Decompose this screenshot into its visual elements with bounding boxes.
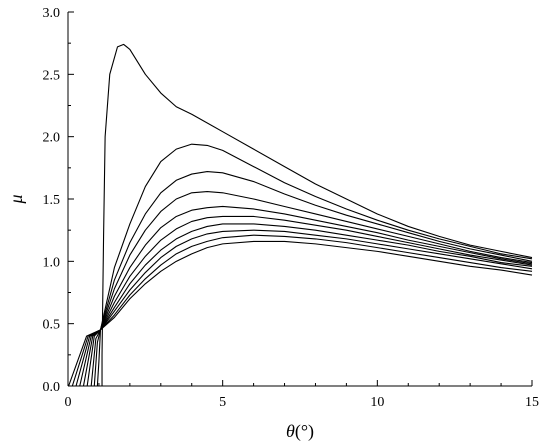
- x-axis-unit: (°): [295, 421, 314, 442]
- x-tick-label: 0: [65, 395, 72, 410]
- ticks: 0 5 10 15 0.0 0.5 1.0 1.5 2.0 2.5 3.0: [43, 6, 540, 410]
- series-line-5: [86, 205, 533, 387]
- series-line-8: [75, 229, 533, 387]
- y-tick-label: 0.0: [43, 380, 61, 395]
- series-line-4: [90, 190, 533, 387]
- y-tick-label: 3.0: [43, 6, 61, 21]
- y-tick-label: 1.0: [43, 255, 61, 270]
- series-line-1: [101, 43, 533, 386]
- y-tick-label: 2.5: [43, 68, 61, 83]
- series-line-3: [93, 171, 533, 387]
- y-tick-label: 1.5: [43, 193, 61, 208]
- x-tick-label: 15: [525, 395, 539, 410]
- series-line-7: [79, 223, 533, 387]
- x-axis-label: θ(°): [286, 421, 314, 442]
- series-line-9: [71, 234, 533, 387]
- series-line-10: [68, 240, 533, 387]
- y-tick-label: 0.5: [43, 318, 61, 333]
- x-tick-label: 10: [370, 395, 384, 410]
- series-line-6: [82, 215, 533, 387]
- y-tick-label: 2.0: [43, 131, 61, 146]
- x-axis-symbol: θ: [286, 421, 295, 441]
- x-tick-label: 5: [219, 395, 226, 410]
- y-axis-label: μ: [6, 194, 26, 204]
- series-lines: [68, 43, 533, 387]
- series-line-2: [96, 143, 533, 387]
- axes: [67, 12, 532, 387]
